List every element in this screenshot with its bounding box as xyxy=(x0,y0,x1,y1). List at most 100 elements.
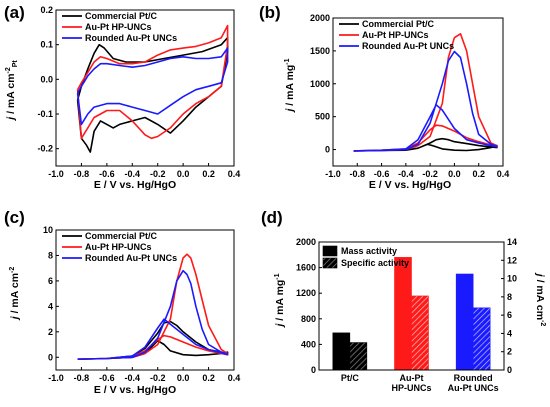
category-label: Au-Pt UNCs xyxy=(448,383,499,393)
x-axis-label-a: E / V vs. Hg/HgO xyxy=(94,179,176,191)
plot-frame-b xyxy=(332,17,504,167)
y2-tick-label: 0 xyxy=(507,365,512,375)
plot-frame-d xyxy=(318,241,505,371)
specific-activity-bar xyxy=(411,295,429,371)
y-tick-label: 1000 xyxy=(310,79,330,89)
y-tick-label: 0 xyxy=(48,352,53,362)
y2-tick-label: 4 xyxy=(507,328,512,338)
x-tick-label: -0.8 xyxy=(350,169,366,179)
y-tick-label: 8 xyxy=(48,250,53,260)
panel-c: (c) E / V vs. Hg/HgO j / mA cm-2 -1.0 -0.… xyxy=(4,208,240,396)
x-tick-label: -0.2 xyxy=(150,169,166,179)
x-tick-label: -1.0 xyxy=(325,169,341,179)
x-tick-label: -0.2 xyxy=(422,169,438,179)
x-tick-label: 0.4 xyxy=(228,169,241,179)
x-tick-label: 0.4 xyxy=(497,169,510,179)
plot-area-a xyxy=(76,24,229,153)
x-tick-label: 0.0 xyxy=(177,373,190,383)
category-label: Au-Pt xyxy=(400,373,424,383)
y-tick-label: 2000 xyxy=(310,13,330,23)
x-tick-label: -0.6 xyxy=(99,169,115,179)
specific-activity-bar xyxy=(349,342,368,371)
plot-area-b xyxy=(353,32,498,152)
series-line-1 xyxy=(353,32,498,152)
y-axis-label-b-sup: -1 xyxy=(284,58,291,64)
series-line-1 xyxy=(77,253,229,360)
y2-tick-label: 2 xyxy=(507,347,512,357)
y-tick-label: 2000 xyxy=(296,237,316,247)
y-tick-label: 500 xyxy=(315,112,330,122)
y-tick-label: 10 xyxy=(43,225,53,235)
y-ticks-c: 0 2 4 6 8 10 xyxy=(43,225,59,362)
mass-activity-bar xyxy=(455,273,474,371)
legend-entry: Au-Pt HP-UNCs xyxy=(85,22,152,32)
y-axis-label-d-main: j xyxy=(274,323,286,329)
y-tick-label: -0.2 xyxy=(37,144,53,154)
x-tick-label: -0.6 xyxy=(99,373,115,383)
legend-swatch xyxy=(322,257,338,269)
series-line-2 xyxy=(353,50,498,152)
y2-axis-label-d: j / mA cm-2 xyxy=(534,272,546,327)
y-axis-label-a-main: j xyxy=(5,116,17,122)
mass-activity-bar xyxy=(394,257,412,371)
x-tick-label: -1.0 xyxy=(48,373,64,383)
legend-entry: Specific activity xyxy=(341,258,409,268)
legend-entry: Au-Pt HP-UNCs xyxy=(85,242,152,252)
y2-axis-label-d-sup: -2 xyxy=(539,320,546,326)
plot-frame-a xyxy=(55,9,235,167)
legend-entry: Rounded Au-Pt UNCs xyxy=(85,253,177,263)
y-tick-label: 1200 xyxy=(296,288,316,298)
legend-d: Mass activity Specific activity xyxy=(322,245,409,269)
panel-label-a: (a) xyxy=(4,3,25,22)
legend-entry: Mass activity xyxy=(341,246,397,256)
y2-tick-label: 14 xyxy=(507,237,517,247)
y-tick-label: -0.1 xyxy=(37,109,53,119)
panel-label-b: (b) xyxy=(259,3,281,22)
legend-entry: Au-Pt HP-UNCs xyxy=(362,30,429,40)
y-ticks-d: 0 400 800 1200 1600 2000 xyxy=(296,237,322,375)
y-tick-label: 800 xyxy=(301,314,316,324)
y-tick-label: 400 xyxy=(301,339,316,349)
y2-tick-label: 8 xyxy=(507,292,512,302)
y-tick-label: 2 xyxy=(48,327,53,337)
y-axis-label-d-unit: / mA mg xyxy=(274,280,286,324)
y2-tick-label: 10 xyxy=(507,274,517,284)
legend-entry: Rounded Au-Pt UNCs xyxy=(85,33,177,43)
x-tick-label: 0.2 xyxy=(472,169,485,179)
specific-activity-bar xyxy=(472,307,491,371)
panel-a: (a) E / V vs. Hg/HgO j / mA cm-2Pt -1.0-… xyxy=(4,3,240,191)
mass-activity-bar xyxy=(332,332,351,371)
x-tick-label: -0.4 xyxy=(398,169,414,179)
y-axis-label-a-unit: / mA cm xyxy=(5,73,17,116)
legend-entry: Commercial Pt/C xyxy=(362,19,435,29)
y-axis-label-b-main: j xyxy=(284,108,296,114)
legend-entry: Commercial Pt/C xyxy=(85,231,158,241)
category-label: Rounded xyxy=(454,373,493,383)
x-tick-label: -0.8 xyxy=(74,169,90,179)
plot-area-d xyxy=(332,257,491,371)
y-tick-label: 0.2 xyxy=(40,5,53,15)
y-axis-label-a: j / mA cm-2Pt xyxy=(5,60,19,122)
y2-tick-label: 6 xyxy=(507,310,512,320)
legend-entry: Rounded Au-Pt UNCs xyxy=(362,41,454,51)
x-ticks-a: -1.0 -0.8 -0.6 -0.4 -0.2 0.0 0.2 0.4 xyxy=(48,163,240,179)
panel-label-d: (d) xyxy=(261,208,283,227)
panel-d: (d) j / mA mg-1 j / mA cm-2 Pt/C Au-PtHP-… xyxy=(261,208,546,393)
legend-entry: Commercial Pt/C xyxy=(85,11,158,21)
y-axis-label-a-sup: -2 xyxy=(5,67,12,73)
x-tick-label: -0.4 xyxy=(125,373,141,383)
category-label: HP-UNCs xyxy=(391,383,431,393)
y2-axis-label-d-main: j xyxy=(534,272,546,278)
plot-frame-c xyxy=(55,229,235,371)
series-line-2 xyxy=(77,269,229,360)
x-tick-label: -1.0 xyxy=(48,169,64,179)
x-ticks-b: -1.0 -0.8 -0.6 -0.4 -0.2 0.0 0.2 0.4 xyxy=(325,163,509,179)
legend-swatch xyxy=(322,245,338,257)
y-tick-label: 1500 xyxy=(310,46,330,56)
y-tick-label: 6 xyxy=(48,276,53,286)
y-tick-label: 0.1 xyxy=(40,40,53,50)
